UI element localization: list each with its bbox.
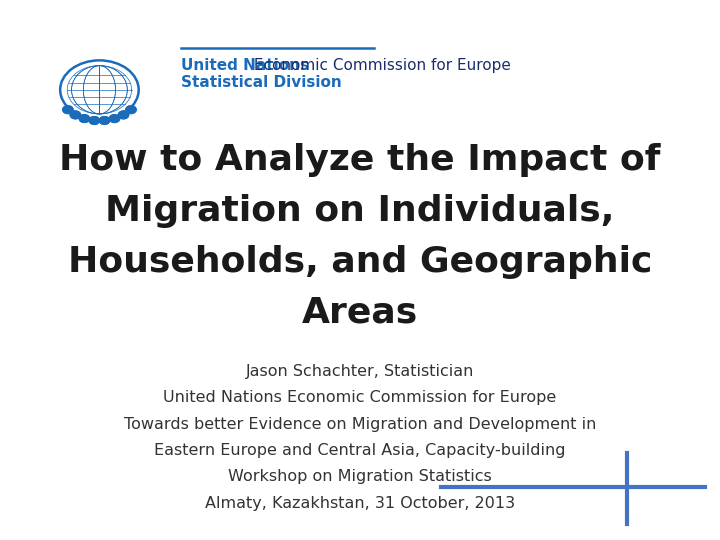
Text: Economic Commission for Europe: Economic Commission for Europe	[249, 58, 510, 73]
Circle shape	[63, 106, 73, 113]
Circle shape	[71, 111, 81, 119]
Text: Migration on Individuals,: Migration on Individuals,	[105, 194, 615, 228]
Circle shape	[89, 117, 99, 124]
Circle shape	[79, 115, 89, 123]
Circle shape	[89, 117, 99, 124]
Text: United Nations: United Nations	[181, 58, 309, 73]
Circle shape	[99, 117, 109, 124]
Circle shape	[71, 111, 81, 119]
Circle shape	[126, 106, 136, 113]
Text: Workshop on Migration Statistics: Workshop on Migration Statistics	[228, 469, 492, 484]
Text: United Nations Economic Commission for Europe: United Nations Economic Commission for E…	[163, 390, 557, 406]
Text: Households, and Geographic: Households, and Geographic	[68, 245, 652, 279]
Circle shape	[109, 115, 120, 123]
Circle shape	[99, 117, 109, 124]
Text: How to Analyze the Impact of: How to Analyze the Impact of	[59, 143, 661, 177]
Circle shape	[118, 111, 129, 119]
Text: Statistical Division: Statistical Division	[181, 75, 341, 90]
Circle shape	[118, 111, 129, 119]
Text: Areas: Areas	[302, 295, 418, 329]
Text: Eastern Europe and Central Asia, Capacity-building: Eastern Europe and Central Asia, Capacit…	[154, 443, 566, 458]
Text: Almaty, Kazakhstan, 31 October, 2013: Almaty, Kazakhstan, 31 October, 2013	[205, 496, 515, 511]
Text: Jason Schachter, Statistician: Jason Schachter, Statistician	[246, 364, 474, 379]
Text: Towards better Evidence on Migration and Development in: Towards better Evidence on Migration and…	[124, 417, 596, 431]
Circle shape	[126, 106, 136, 113]
Circle shape	[63, 106, 73, 113]
Circle shape	[109, 115, 120, 123]
Circle shape	[79, 115, 89, 123]
